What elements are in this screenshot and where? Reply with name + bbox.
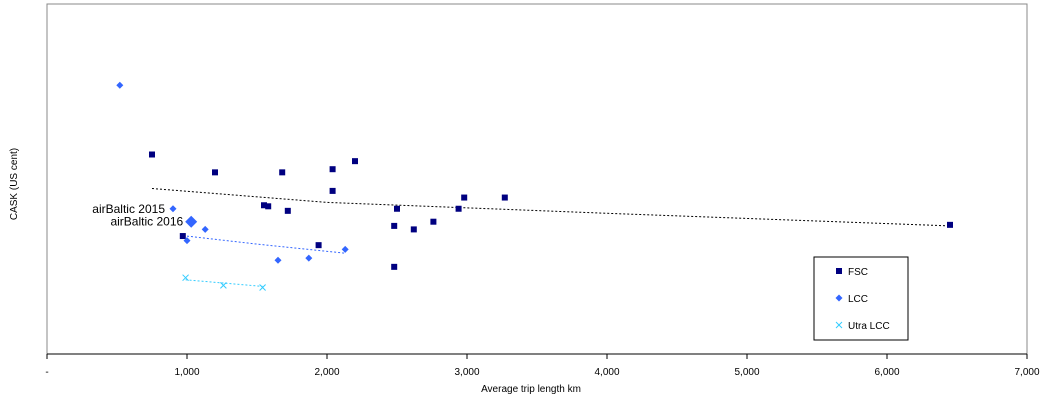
point-fsc [284,207,291,214]
x-tick-label: 3,000 [454,367,479,378]
point-utra-lcc [182,274,189,282]
point-airbaltic-2015 [169,205,177,213]
legend-marker-lcc [835,294,843,302]
point-airbaltic-2016 [185,215,198,228]
legend-marker-utra-lcc-stroke [835,321,843,329]
point-fsc [461,194,468,201]
point-fsc [279,169,286,176]
annotation-airbaltic-2016: airBaltic 2016 [110,215,183,229]
legend: FSC LCC Utra LCC [813,256,909,341]
point-fsc [501,194,508,201]
trendline-lcc [186,235,346,254]
point-fsc [261,202,267,209]
legend-label-lcc: LCC [848,294,868,305]
point-fsc [329,166,336,173]
point-fsc [352,158,358,165]
point-fsc [179,233,186,240]
trendline-utra-lcc [185,279,263,287]
annotation-airbaltic-2015: airBaltic 2015 [92,202,165,216]
x-tick-label: 6,000 [874,367,899,378]
legend-box [813,256,909,341]
point-lcc [341,245,349,253]
trendlines [151,188,951,287]
point-fsc [149,151,155,158]
point-fsc [455,205,462,212]
x-tick-label: 1,000 [174,367,199,378]
point-fsc [265,203,272,210]
x-tick-label: 7,000 [1014,367,1039,378]
legend-label-utra-lcc: Utra LCC [848,321,890,332]
point-fsc [947,221,953,228]
point-fsc [315,242,322,249]
point-fsc [329,187,336,194]
point-lcc [305,254,313,262]
point-fsc [394,205,400,212]
x-tick-label: 2,000 [314,367,339,378]
legend-marker-fsc [836,268,842,274]
point-fsc [410,226,417,233]
data-points [116,81,953,291]
point-utra-lcc-stroke [259,284,266,291]
point-lcc [116,81,124,89]
x-tick-label: - [45,367,48,378]
x-tick-label: 4,000 [594,367,619,378]
point-utra-lcc [259,284,266,291]
x-tick-label: 5,000 [734,367,759,378]
point-fsc [212,169,218,176]
point-fsc [430,218,437,225]
point-lcc [183,237,191,245]
legend-entries: FSC LCC Utra LCC [835,267,890,332]
point-fsc [391,222,398,229]
point-utra-lcc-stroke [220,282,227,289]
x-axis: - 1,000 2,000 3,000 4,000 5,000 6,000 7,000 [45,353,1040,378]
y-axis-label: CASK (US cent) [9,148,20,220]
legend-marker-utra-lcc [835,321,843,329]
point-fsc [391,263,398,270]
point-utra-lcc-stroke [182,274,189,282]
point-lcc [274,256,282,264]
point-utra-lcc [220,282,227,289]
x-axis-label: Average trip length km [481,384,581,395]
point-lcc [201,225,209,233]
legend-label-fsc: FSC [848,267,868,278]
